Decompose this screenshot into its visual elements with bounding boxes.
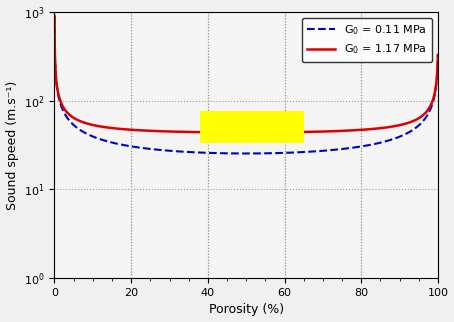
G$_0$ = 1.17 MPa (199, 130, 204, 134)
Bar (200, 111, 304, 143)
X-axis label: Porosity (%): Porosity (%) (209, 303, 284, 317)
Legend: G$_0$ = 0.11 MPa, G$_0$ = 1.17 MPa: G$_0$ = 0.11 MPa, G$_0$ = 1.17 MPa (302, 18, 432, 62)
G$_0$ = 0.11 MPa (435, 53, 441, 57)
G$_0$ = 1.17 MPa (95, 124, 101, 128)
Y-axis label: Sound speed (m.s⁻¹): Sound speed (m.s⁻¹) (5, 80, 19, 210)
G$_0$ = 0.11 MPa (215, 151, 221, 155)
G$_0$ = 0.11 MPa (244, 152, 249, 156)
G$_0$ = 1.17 MPa (428, 104, 433, 108)
G$_0$ = 1.17 MPa (386, 125, 392, 129)
G$_0$ = 0.11 MPa (386, 138, 392, 142)
G$_0$ = 0.11 MPa (95, 137, 101, 140)
Line: G$_0$ = 1.17 MPa: G$_0$ = 1.17 MPa (54, 16, 438, 132)
G$_0$ = 0.11 MPa (428, 107, 433, 111)
G$_0$ = 0.11 MPa (52, 14, 57, 18)
G$_0$ = 1.17 MPa (244, 130, 250, 134)
Line: G$_0$ = 0.11 MPa: G$_0$ = 0.11 MPa (54, 16, 438, 154)
G$_0$ = 1.17 MPa (52, 14, 57, 18)
G$_0$ = 1.17 MPa (435, 53, 441, 57)
G$_0$ = 1.17 MPa (215, 130, 221, 134)
G$_0$ = 1.17 MPa (118, 127, 123, 131)
G$_0$ = 0.11 MPa (118, 143, 123, 147)
G$_0$ = 0.11 MPa (199, 151, 204, 155)
